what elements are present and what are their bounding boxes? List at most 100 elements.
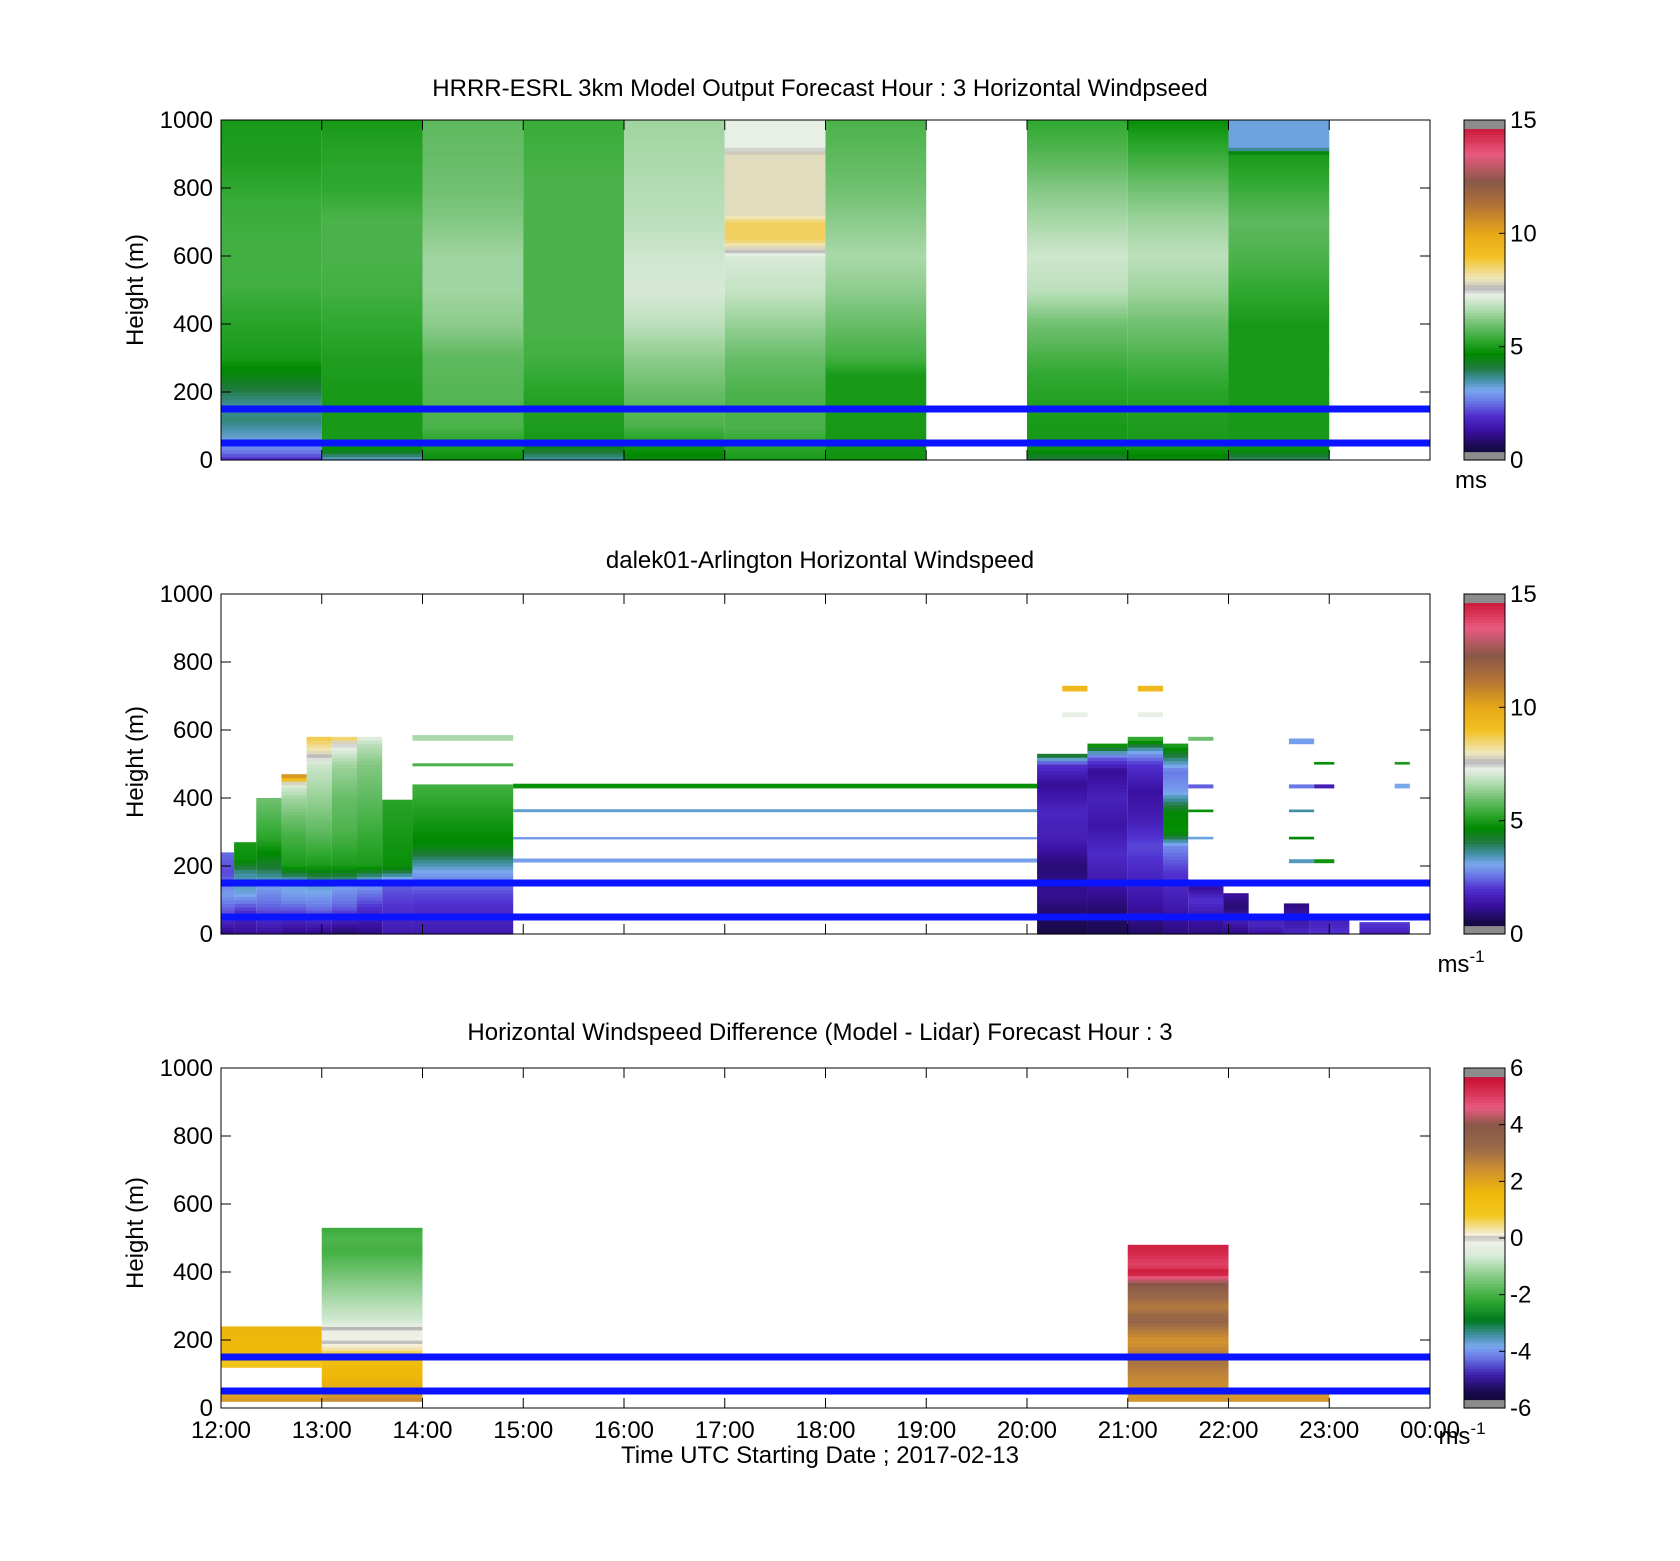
- colorbar-swatch: [1464, 1303, 1505, 1307]
- heatmap-cell: [724, 249, 826, 254]
- heatmap-cell: [1027, 181, 1128, 186]
- heatmap-cell: [1127, 120, 1229, 124]
- heatmap-cell: [523, 327, 624, 332]
- heatmap-cell: [1223, 927, 1249, 932]
- heatmap-cell: [221, 432, 322, 437]
- heatmap-cell: [624, 215, 725, 220]
- heatmap-cell: [221, 225, 322, 230]
- heatmap-cell: [724, 378, 826, 383]
- heatmap-cell: [1228, 368, 1330, 373]
- heatmap-cell: [1163, 855, 1189, 860]
- heatmap-cell: [523, 242, 624, 247]
- colorbar-swatch: [1464, 925, 1505, 929]
- heatmap-cell: [1027, 344, 1128, 349]
- colorbar-frame: [1463, 593, 1506, 935]
- heatmap-cell: [221, 910, 235, 915]
- colorbar-swatch: [1464, 894, 1505, 898]
- heatmap-cell: [234, 869, 257, 874]
- heatmap-cell: [825, 283, 927, 288]
- heatmap-cell: [1127, 1265, 1229, 1270]
- heatmap-cell: [357, 821, 383, 826]
- colorbar-swatch: [1464, 156, 1505, 161]
- heatmap-cell: [382, 910, 413, 915]
- heatmap-cell: [321, 317, 423, 322]
- heatmap-cell: [422, 249, 524, 254]
- colorbar-swatch: [1464, 662, 1505, 666]
- heatmap-cell: [221, 358, 322, 362]
- heatmap-cell: [1027, 245, 1128, 250]
- heatmap-cell: [357, 787, 383, 792]
- heatmap-cell: [281, 777, 307, 782]
- heatmap-cell: [825, 245, 927, 250]
- colorbar-swatch: [1464, 151, 1505, 155]
- heatmap-cell: [1228, 194, 1330, 199]
- heatmap-cell: [1027, 208, 1128, 213]
- heatmap-cell: [321, 303, 423, 308]
- heatmap-cell: [724, 259, 826, 264]
- heatmap-cell: [221, 398, 322, 403]
- heatmap-cell: [1127, 191, 1229, 196]
- heatmap-cell: [1087, 804, 1128, 809]
- heatmap-cell: [422, 351, 524, 356]
- heatmap-cell: [382, 832, 413, 836]
- heatmap-cell: [624, 426, 725, 430]
- heatmap-cell: [1127, 150, 1229, 155]
- heatmap-cell: [825, 249, 927, 254]
- colorbar-swatch: [1464, 292, 1505, 297]
- heatmap-cell: [1127, 1384, 1229, 1389]
- colorbar-swatch: [1464, 1158, 1505, 1163]
- heatmap-cell: [624, 143, 725, 148]
- colorbar-swatch: [1464, 664, 1505, 669]
- heatmap-cell: [1027, 446, 1128, 451]
- heatmap-cell: [221, 337, 322, 342]
- heatmap-cell: [724, 164, 826, 169]
- colorbar-swatch: [1464, 815, 1505, 819]
- colorbar-swatch: [1464, 1090, 1505, 1095]
- heatmap-cell: [1037, 923, 1088, 928]
- heatmap-cell: [1127, 354, 1229, 359]
- heatmap-cell: [1127, 160, 1229, 165]
- heatmap-cell: [331, 862, 358, 867]
- heatmap-cell: [1127, 1282, 1229, 1287]
- heatmap-cell: [306, 804, 332, 809]
- heatmap-cell: [624, 334, 725, 339]
- heatmap-cell: [382, 849, 413, 853]
- heatmap-cell: [624, 266, 725, 271]
- heatmap-cell: [1127, 1360, 1229, 1365]
- heatmap-cell: [331, 818, 358, 823]
- heatmap-cell: [825, 422, 927, 427]
- heatmap-cell: [1027, 432, 1128, 437]
- heatmap-cell: [825, 205, 927, 209]
- heatmap-cell: [221, 368, 322, 373]
- chart-title: Horizontal Windspeed Difference (Model -…: [467, 1019, 1172, 1046]
- heatmap-cell: [1127, 1346, 1229, 1351]
- heatmap-cell: [1188, 910, 1224, 915]
- heatmap-cell: [624, 160, 725, 165]
- heatmap-cell: [1127, 300, 1229, 305]
- colorbar-swatch: [1464, 1277, 1505, 1282]
- heatmap-cell: [523, 449, 624, 454]
- heatmap-cell: [1127, 222, 1229, 226]
- heatmap-cell: [724, 208, 826, 213]
- colorbar-swatch: [1464, 1170, 1505, 1174]
- heatmap-cell: [1283, 927, 1310, 932]
- heatmap-cell: [1228, 296, 1330, 301]
- heatmap-cell: [221, 279, 322, 284]
- heatmap-cell: [624, 228, 725, 233]
- colorbar-swatch: [1464, 154, 1505, 158]
- colorbar-swatch: [1464, 1189, 1505, 1194]
- heatmap-cell: [221, 889, 235, 894]
- colorbar-swatch: [1464, 1141, 1505, 1146]
- heatmap-cell: [523, 205, 624, 209]
- colorbar-swatch: [1464, 1087, 1505, 1092]
- heatmap-cell: [221, 235, 322, 240]
- heatmap-cell: [221, 327, 322, 332]
- heatmap-cell: [724, 453, 826, 458]
- heatmap-cell: [1163, 828, 1189, 833]
- colorbar-swatch: [1464, 213, 1505, 217]
- heatmap-cell: [321, 252, 423, 257]
- heatmap-cell: [724, 181, 826, 186]
- y-axis-label: Height (m): [122, 706, 149, 818]
- heatmap-cell: [221, 395, 322, 400]
- heatmap-cell: [1127, 164, 1229, 169]
